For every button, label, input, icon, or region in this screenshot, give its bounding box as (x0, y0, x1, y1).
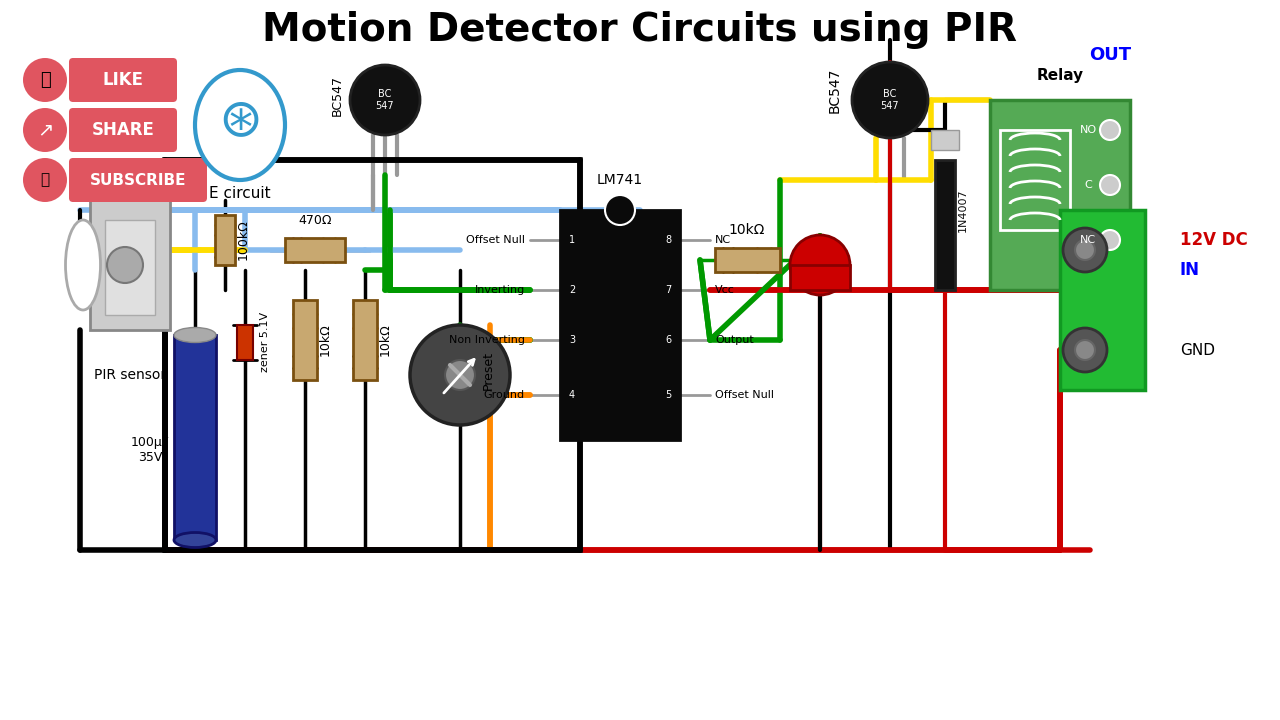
Text: BC547: BC547 (828, 67, 842, 113)
Text: 2: 2 (568, 285, 575, 295)
Text: BC
547: BC 547 (376, 89, 394, 111)
Text: 10kΩ: 10kΩ (379, 323, 392, 356)
Text: Inverting: Inverting (475, 285, 525, 295)
Ellipse shape (195, 70, 285, 180)
Circle shape (790, 235, 850, 295)
Text: Ground: Ground (484, 390, 525, 400)
Ellipse shape (174, 328, 216, 343)
Text: 100µF
35V: 100µF 35V (131, 436, 169, 464)
Bar (1000, 130, 1070, 230)
Text: PIR sensor: PIR sensor (93, 368, 166, 382)
Bar (934, 160, 955, 290)
Text: Offset Null: Offset Null (716, 390, 774, 400)
Text: NO: NO (1079, 125, 1097, 135)
Text: IN: IN (1180, 261, 1199, 279)
Text: 👍: 👍 (40, 71, 50, 89)
Bar (716, 248, 780, 272)
Circle shape (852, 62, 928, 138)
Circle shape (349, 65, 420, 135)
Bar (237, 325, 253, 360)
Text: E circuit: E circuit (209, 186, 271, 200)
Bar (285, 238, 346, 262)
Bar (790, 265, 850, 290)
Bar (165, 160, 580, 550)
Bar (174, 335, 216, 540)
Bar (989, 100, 1130, 290)
Text: 🔔: 🔔 (41, 173, 50, 187)
Bar (931, 130, 959, 150)
Text: 12V DC: 12V DC (1180, 231, 1248, 249)
Text: OUT: OUT (1089, 46, 1132, 64)
Circle shape (23, 58, 67, 102)
Text: C: C (1084, 180, 1092, 190)
Ellipse shape (174, 533, 216, 547)
Text: NC: NC (716, 235, 731, 245)
Circle shape (23, 158, 67, 202)
Text: 470Ω: 470Ω (298, 214, 332, 227)
Text: 1: 1 (568, 235, 575, 245)
Text: 7: 7 (664, 285, 671, 295)
FancyBboxPatch shape (69, 58, 177, 102)
Circle shape (410, 325, 509, 425)
Circle shape (1100, 230, 1120, 250)
Text: Relay: Relay (1037, 68, 1084, 83)
Circle shape (1062, 228, 1107, 272)
Text: LIKE: LIKE (102, 71, 143, 89)
Bar (215, 215, 236, 265)
Ellipse shape (65, 220, 101, 310)
Circle shape (1100, 175, 1120, 195)
Text: Preset: Preset (481, 351, 494, 390)
Text: Output: Output (716, 335, 754, 345)
Circle shape (1062, 328, 1107, 372)
Circle shape (1100, 120, 1120, 140)
Text: ↗: ↗ (37, 120, 54, 140)
Bar (90, 200, 170, 330)
Text: SHARE: SHARE (92, 121, 155, 139)
Circle shape (1075, 340, 1094, 360)
FancyBboxPatch shape (69, 158, 207, 202)
Text: 10kΩ: 10kΩ (728, 223, 765, 237)
Circle shape (1075, 240, 1094, 260)
Text: NC: NC (1080, 235, 1096, 245)
Text: 10kΩ: 10kΩ (319, 323, 332, 356)
Bar (1060, 210, 1146, 390)
Circle shape (605, 195, 635, 225)
Circle shape (445, 360, 475, 390)
Text: LM741: LM741 (596, 173, 643, 187)
Text: ⊛: ⊛ (218, 94, 262, 146)
Bar (353, 300, 378, 380)
Circle shape (108, 247, 143, 283)
Text: 8: 8 (664, 235, 671, 245)
Text: GND: GND (1180, 343, 1215, 358)
Text: SUBSCRIBE: SUBSCRIBE (90, 173, 187, 187)
Bar (559, 210, 680, 440)
Text: 100kΩ: 100kΩ (237, 220, 250, 261)
Text: zener 5.1V: zener 5.1V (260, 312, 270, 372)
Text: 3: 3 (568, 335, 575, 345)
Text: BC
547: BC 547 (881, 89, 900, 111)
Text: 4: 4 (568, 390, 575, 400)
Text: BC547: BC547 (330, 74, 343, 115)
Text: 1N4007: 1N4007 (957, 188, 968, 232)
Circle shape (23, 108, 67, 152)
Text: Motion Detector Circuits using PIR: Motion Detector Circuits using PIR (262, 11, 1018, 49)
Text: Vcc: Vcc (716, 285, 735, 295)
Bar (105, 220, 155, 315)
Text: 5: 5 (664, 390, 671, 400)
Text: 6: 6 (664, 335, 671, 345)
Bar (293, 300, 317, 380)
Text: Offset Null: Offset Null (466, 235, 525, 245)
FancyBboxPatch shape (69, 108, 177, 152)
Text: Non Inverting: Non Inverting (449, 335, 525, 345)
